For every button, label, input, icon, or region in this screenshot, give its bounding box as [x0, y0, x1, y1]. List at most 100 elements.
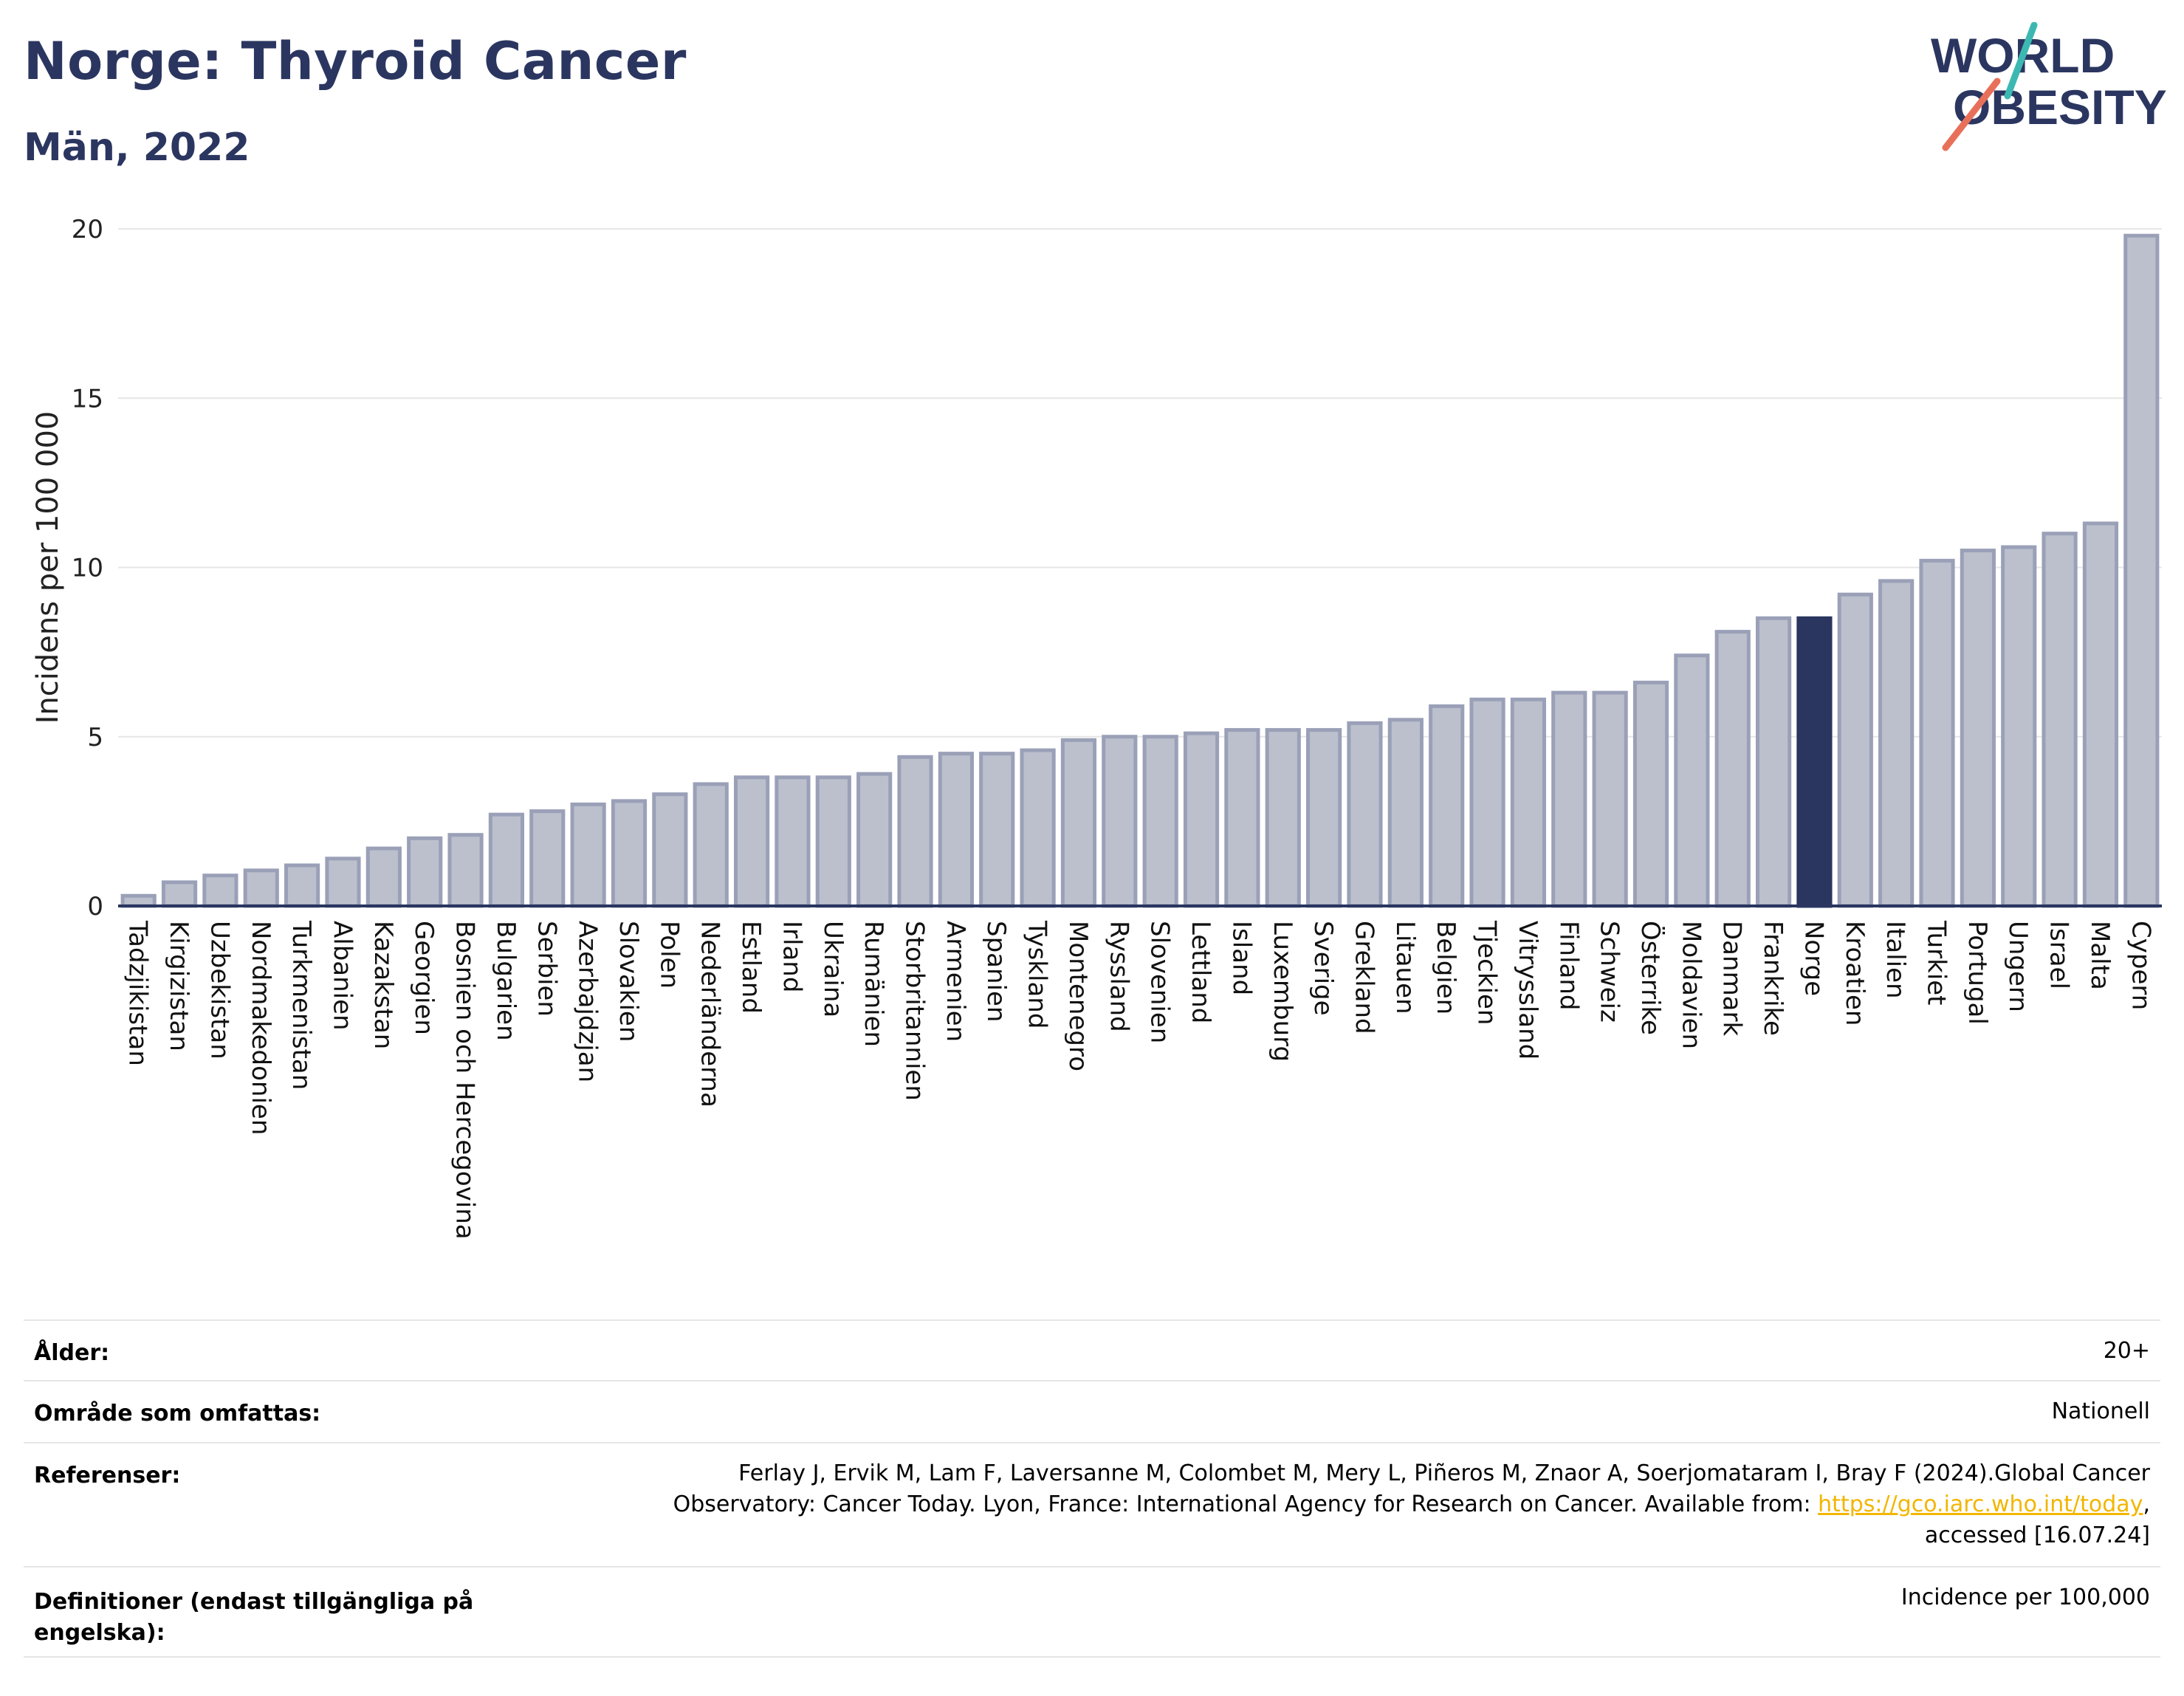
- bar: [1060, 738, 1097, 908]
- meta-value-age: 20+: [2103, 1338, 2150, 1364]
- x-tick-label: Ungern: [2003, 921, 2033, 1012]
- x-tick-label: Finland: [1553, 921, 1583, 1011]
- bar: [1837, 592, 1873, 908]
- x-tick-label: Polen: [654, 921, 684, 989]
- bar: [2123, 233, 2160, 908]
- x-tick-label: Slovenien: [1145, 921, 1175, 1043]
- x-tick-label: Slovakien: [614, 921, 643, 1042]
- x-tick-label: Spanien: [981, 921, 1011, 1022]
- y-tick-label: 5: [87, 723, 103, 752]
- reference-line-1: Ferlay J, Ervik M, Lam F, Laversanne M, …: [738, 1460, 2150, 1486]
- bar: [570, 802, 606, 908]
- x-tick-label: Belgien: [1431, 921, 1460, 1014]
- x-tick-label: Lettland: [1186, 921, 1215, 1023]
- x-tick-label: Rumänien: [859, 921, 888, 1047]
- bar: [365, 846, 402, 908]
- bar: [447, 833, 484, 908]
- bar: [202, 873, 238, 908]
- x-tick-label: Malta: [2085, 921, 2115, 990]
- bar: [815, 775, 851, 908]
- bar: [2001, 545, 2037, 908]
- x-tick-label: Luxemburg: [1268, 921, 1297, 1062]
- metadata-table: Ålder: 20+ Område som omfattas: Nationel…: [24, 1319, 2160, 1659]
- x-tick-label: Israel: [2044, 921, 2074, 989]
- meta-label-age: Ålder:: [34, 1340, 110, 1366]
- bar: [652, 792, 688, 908]
- bar: [161, 880, 198, 908]
- x-tick-label: Albanien: [327, 921, 357, 1031]
- meta-label-definitions: Definitioner (endast tillgängliga på eng…: [34, 1587, 473, 1649]
- meta-value-area: Nationell: [2051, 1398, 2150, 1424]
- x-tick-label: Italien: [1881, 921, 1910, 999]
- bar: [1265, 728, 1301, 908]
- bar: [1919, 558, 1955, 908]
- y-tick-label: 0: [87, 892, 103, 921]
- y-tick-label: 10: [72, 554, 103, 583]
- x-tick-label: Armenien: [941, 921, 970, 1042]
- x-tick-label: Bosnien och Hercegovina: [450, 921, 480, 1240]
- meta-row-definitions: Definitioner (endast tillgängliga på eng…: [24, 1566, 2160, 1658]
- bar: [1714, 630, 1751, 908]
- world-obesity-logo: WORLD OBESITY: [1931, 22, 2167, 151]
- bar: [938, 752, 974, 908]
- x-tick-label: Ryssland: [1104, 921, 1133, 1032]
- bar: [1592, 690, 1628, 908]
- x-tick-label: Kirgizistan: [164, 921, 193, 1051]
- bar: [775, 775, 811, 908]
- meta-value-references: Ferlay J, Ervik M, Lam F, Laversanne M, …: [673, 1458, 2150, 1551]
- y-tick-label: 15: [72, 384, 103, 413]
- x-tick-label: Island: [1226, 921, 1256, 995]
- x-tick-label: Estland: [736, 921, 766, 1014]
- y-tick-label: 20: [72, 215, 103, 244]
- bar: [1632, 680, 1669, 908]
- x-tick-label: Turkmenistan: [286, 920, 316, 1090]
- x-tick-label: Grekland: [1349, 921, 1378, 1034]
- definitions-label-line-1: Definitioner (endast tillgängliga på: [34, 1589, 474, 1615]
- meta-label-area: Område som omfattas:: [34, 1401, 321, 1427]
- x-tick-label: Danmark: [1717, 921, 1747, 1036]
- bar: [407, 836, 443, 908]
- x-tick-label: Serbien: [532, 921, 561, 1017]
- bar: [2082, 521, 2119, 908]
- x-tick-label: Moldavien: [1676, 921, 1706, 1049]
- x-tick-label: Kroatien: [1840, 921, 1869, 1026]
- bar: [1020, 748, 1056, 908]
- x-tick-label: Turkiet: [1922, 920, 1951, 1006]
- reference-link[interactable]: https://gco.iarc.who.int/today: [1818, 1491, 2143, 1517]
- x-tick-label: Sverige: [1308, 921, 1338, 1016]
- x-tick-label: Kazakstan: [368, 921, 398, 1049]
- x-tick-label: Schweiz: [1595, 921, 1624, 1023]
- bar: [529, 809, 566, 908]
- bar: [733, 775, 770, 908]
- x-tick-label: Tjeckien: [1472, 920, 1502, 1025]
- bar: [243, 868, 279, 908]
- x-tick-label: Azerbajdzjan: [573, 921, 602, 1082]
- bar: [611, 799, 648, 908]
- bar: [897, 755, 933, 908]
- x-tick-label: Tyskland: [1023, 920, 1052, 1029]
- bar: [2042, 532, 2078, 908]
- meta-row-age: Ålder: 20+: [24, 1319, 2160, 1381]
- x-tick-label: Vitryssland: [1513, 921, 1542, 1060]
- meta-value-definitions: Incidence per 100,000: [1900, 1585, 2150, 1610]
- meta-row-area: Område som omfattas: Nationell: [24, 1380, 2160, 1443]
- reference-line-2: Observatory: Cancer Today. Lyon, France:…: [673, 1489, 2150, 1520]
- bar: [1469, 697, 1505, 908]
- bar: [120, 893, 157, 908]
- x-tick-label: Frankrike: [1758, 921, 1788, 1036]
- bar: [979, 752, 1015, 908]
- x-tick-label: Uzbekistan: [205, 921, 234, 1060]
- x-tick-label: Storbritannien: [900, 921, 930, 1101]
- bar: [1102, 735, 1138, 908]
- bar: [284, 863, 320, 908]
- x-tick-label: Ukraina: [818, 921, 848, 1017]
- bar: [1674, 653, 1710, 908]
- bar: [1306, 728, 1342, 908]
- reference-line-3: accessed [16.07.24]: [1924, 1522, 2150, 1548]
- bar: [1755, 616, 1792, 908]
- meta-label-references: Referenser:: [34, 1463, 181, 1489]
- bar: [1387, 718, 1424, 908]
- bar: [1878, 579, 1915, 908]
- bar: [1510, 697, 1547, 908]
- bar: [693, 782, 729, 908]
